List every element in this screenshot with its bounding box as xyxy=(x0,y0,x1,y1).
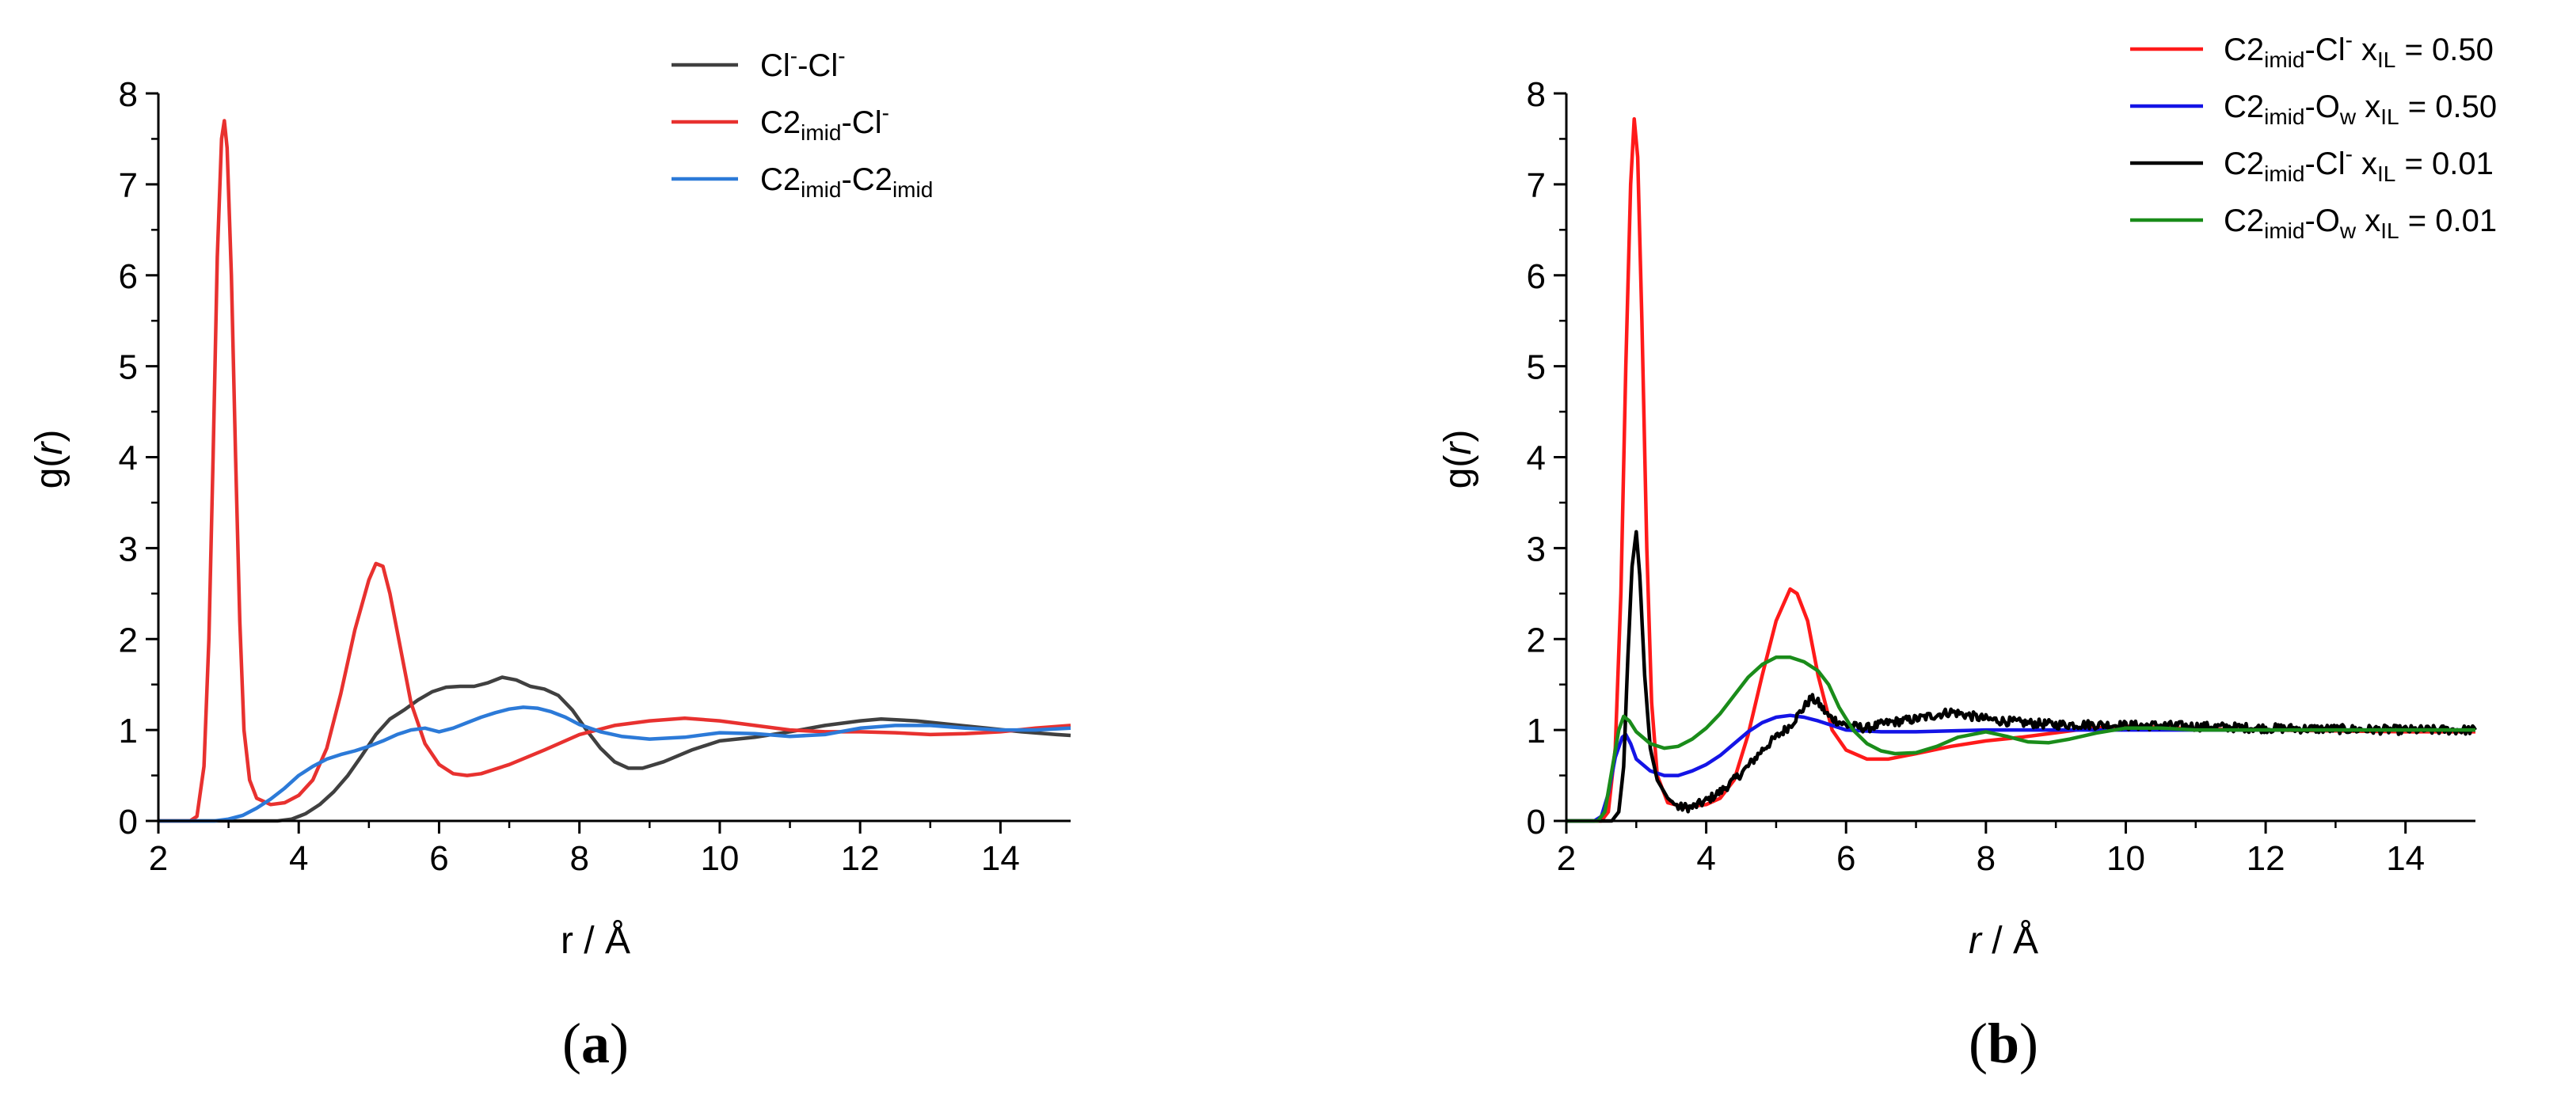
y-tick-label: 1 xyxy=(1527,712,1546,750)
x-tick-label: 12 xyxy=(2247,839,2285,878)
y-tick-label: 0 xyxy=(1527,803,1546,842)
x-tick-label: 2 xyxy=(1557,839,1576,878)
x-tick-label: 8 xyxy=(569,839,588,878)
y-tick-label: 7 xyxy=(1527,166,1546,205)
panel-a-series-line-2 xyxy=(158,119,1071,823)
y-tick-label: 6 xyxy=(1527,257,1546,296)
panel-b-x-axis-title: r / Å xyxy=(1969,920,2038,962)
panel-b-series-line-4 xyxy=(1566,655,2475,823)
y-tick-label: 4 xyxy=(119,439,138,478)
legend-label: C2imid-Cl- xIL = 0.50 xyxy=(2224,28,2494,72)
x-tick-label: 4 xyxy=(289,839,308,878)
y-tick-label: 5 xyxy=(119,348,138,387)
panel-b-series-line-3 xyxy=(1566,530,2477,823)
x-tick-label: 14 xyxy=(2386,839,2425,878)
panel-a-series-line-3 xyxy=(158,705,1071,823)
x-tick-label: 8 xyxy=(1977,839,1996,878)
panel-b-y-axis-title: g(r) xyxy=(1437,430,1479,489)
y-tick-label: 8 xyxy=(119,75,138,114)
legend-label: C2imid-C2imid xyxy=(760,162,933,202)
panel-a-series-line-1 xyxy=(158,675,1071,823)
y-tick-label: 7 xyxy=(119,166,138,205)
legend-label: C2imid-Ow xIL = 0.50 xyxy=(2224,89,2497,129)
panel-b-series xyxy=(1566,116,2477,823)
x-tick-label: 10 xyxy=(700,839,739,878)
x-tick-label: 4 xyxy=(1696,839,1715,878)
legend-label: C2imid-Cl- xyxy=(760,101,889,145)
panel-a-label: (a) xyxy=(562,1012,629,1075)
y-tick-label: 0 xyxy=(119,803,138,842)
y-tick-label: 6 xyxy=(119,257,138,296)
y-tick-label: 2 xyxy=(119,621,138,659)
panel-a-x-axis-title: r / Å xyxy=(561,920,630,962)
panel-b-label: (b) xyxy=(1969,1012,2038,1075)
x-tick-label: 10 xyxy=(2106,839,2145,878)
y-tick-label: 4 xyxy=(1527,439,1546,478)
legend-label: Cl--Cl- xyxy=(760,44,846,83)
x-tick-label: 12 xyxy=(841,839,880,878)
panel-a-y-axis-title: g(r) xyxy=(29,430,70,489)
y-tick-label: 2 xyxy=(1527,621,1546,659)
y-tick-label: 8 xyxy=(1527,75,1546,114)
y-tick-label: 3 xyxy=(119,530,138,568)
x-tick-label: 2 xyxy=(149,839,168,878)
x-tick-label: 6 xyxy=(1836,839,1855,878)
x-tick-label: 14 xyxy=(981,839,1020,878)
panel-a-legend: Cl--Cl- C2imid-Cl- C2imid-C2imid xyxy=(672,44,933,202)
legend-label: C2imid-Ow xIL = 0.01 xyxy=(2224,203,2497,243)
panel-a-series xyxy=(158,119,1071,823)
panel-b-legend: C2imid-Cl- xIL = 0.50 C2imid-Ow xIL = 0.5… xyxy=(2130,28,2497,243)
legend-label: C2imid-Cl- xIL = 0.01 xyxy=(2224,142,2494,186)
y-tick-label: 3 xyxy=(1527,530,1546,568)
y-tick-label: 1 xyxy=(119,712,138,750)
y-tick-label: 5 xyxy=(1527,348,1546,387)
x-tick-label: 6 xyxy=(429,839,448,878)
